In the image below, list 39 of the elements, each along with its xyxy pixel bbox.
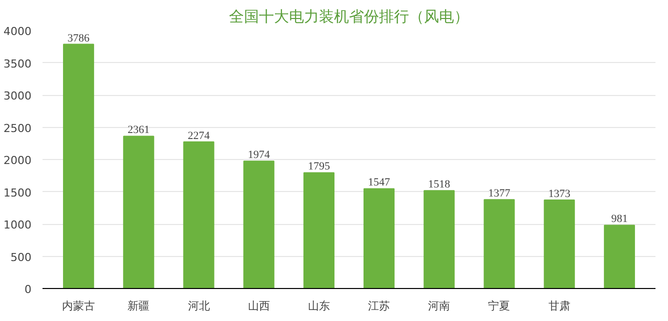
x-tick-label: 河南 bbox=[428, 300, 450, 312]
data-label: 2361 bbox=[128, 124, 150, 136]
data-label: 1377 bbox=[488, 188, 511, 200]
x-tick-label: 江苏 bbox=[368, 300, 390, 312]
bar bbox=[604, 224, 635, 288]
data-label: 1795 bbox=[308, 160, 330, 173]
x-tick-label: 山西 bbox=[248, 300, 270, 312]
x-tick-label: 宁夏 bbox=[488, 300, 510, 312]
x-tick-label: 河北 bbox=[188, 300, 210, 312]
y-tick-label: 3000 bbox=[4, 90, 32, 102]
y-tick-label: 2000 bbox=[4, 154, 32, 167]
bar bbox=[243, 160, 274, 288]
data-label: 1518 bbox=[428, 178, 451, 191]
chart-title: 全国十大电力装机省份排行（风电） bbox=[229, 8, 469, 26]
data-label: 1373 bbox=[548, 188, 571, 200]
bar bbox=[544, 199, 575, 288]
x-tick-label: 甘肃 bbox=[548, 300, 570, 312]
x-tick-label: 新疆 bbox=[128, 300, 150, 312]
y-tick-label: 3500 bbox=[4, 57, 32, 70]
bar bbox=[63, 44, 94, 288]
y-tick-label: 1000 bbox=[4, 218, 32, 232]
bar bbox=[303, 172, 334, 288]
y-tick-label: 4000 bbox=[4, 25, 32, 38]
bar bbox=[183, 141, 214, 288]
bar bbox=[364, 188, 395, 288]
data-label: 2274 bbox=[188, 130, 210, 142]
x-tick-label: 内蒙古 bbox=[62, 300, 96, 312]
data-label: 1547 bbox=[368, 176, 391, 189]
bar bbox=[424, 190, 455, 288]
data-label: 981 bbox=[611, 213, 628, 226]
y-tick-label: 2500 bbox=[4, 122, 32, 135]
y-tick-label: 500 bbox=[10, 250, 32, 264]
bar bbox=[123, 136, 154, 288]
y-tick-label: 1500 bbox=[4, 186, 32, 200]
data-label: 1974 bbox=[248, 149, 270, 162]
x-tick-label: 山东 bbox=[308, 300, 330, 312]
bar bbox=[484, 199, 515, 288]
y-tick-label: 0 bbox=[24, 283, 32, 296]
data-label: 3786 bbox=[68, 32, 90, 44]
